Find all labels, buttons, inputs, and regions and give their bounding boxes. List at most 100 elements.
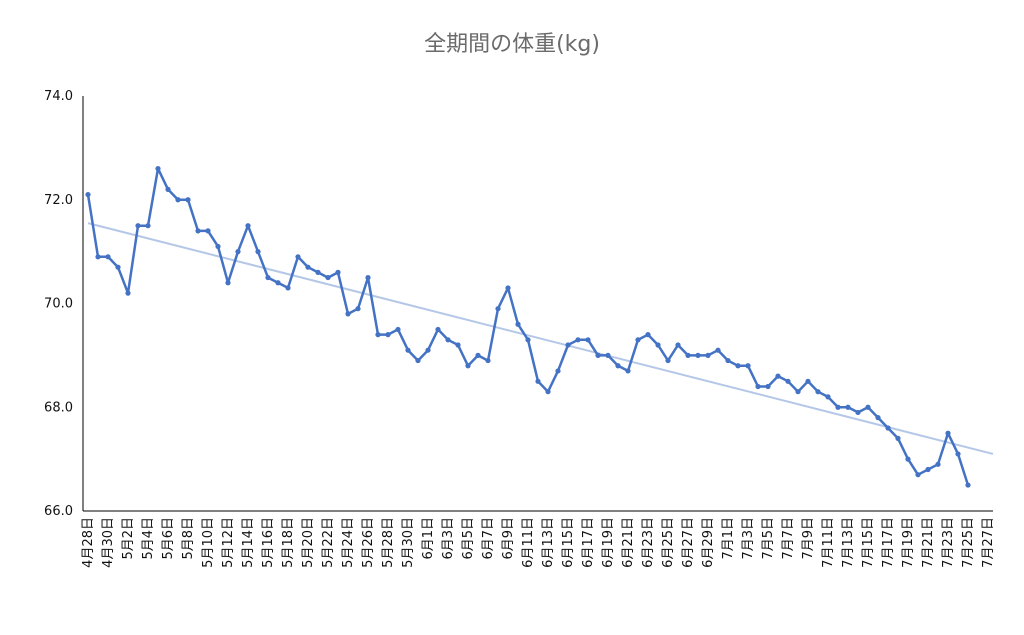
data-point (455, 342, 461, 348)
data-point (315, 269, 321, 275)
y-tick-label: 72.0 (44, 193, 73, 208)
data-point (175, 197, 181, 203)
data-point (415, 357, 421, 364)
x-tick-label: 5月26日 (361, 517, 376, 568)
data-point (895, 435, 901, 441)
x-tick-label: 6月11日 (521, 517, 536, 568)
x-tick-label: 5月20日 (301, 517, 316, 568)
x-tick-label: 5月22日 (321, 517, 336, 568)
x-tick-label: 7月9日 (801, 517, 816, 560)
data-point (385, 332, 391, 338)
x-tick-label: 6月25日 (661, 517, 676, 568)
data-point (585, 337, 591, 343)
data-point (765, 383, 771, 390)
data-point (95, 254, 101, 260)
x-tick-label: 6月27日 (681, 517, 696, 568)
data-point (865, 404, 871, 410)
data-point (405, 347, 411, 353)
data-point (105, 254, 111, 260)
data-point (875, 415, 881, 421)
x-tick-label: 7月7日 (781, 517, 796, 560)
y-tick-label: 74.0 (44, 89, 73, 104)
x-tick-label: 6月21日 (621, 517, 636, 568)
data-point (675, 342, 681, 348)
x-tick-label: 5月28日 (381, 517, 396, 568)
x-tick-label: 4月30日 (101, 517, 116, 568)
y-tick-label: 66.0 (44, 504, 73, 519)
data-point (425, 347, 431, 353)
x-tick-label: 5月8日 (181, 517, 196, 560)
data-point (915, 472, 921, 478)
data-point (815, 389, 821, 395)
data-point (965, 482, 971, 488)
data-point (625, 368, 631, 374)
x-tick-label: 5月16日 (261, 517, 276, 568)
data-point (475, 352, 481, 358)
x-tick-label: 7月13日 (841, 517, 856, 568)
data-point (785, 378, 791, 384)
data-point (345, 311, 351, 317)
data-point (365, 274, 371, 281)
series-line (86, 167, 970, 486)
x-tick-label: 6月19日 (601, 517, 616, 568)
data-point (465, 363, 471, 369)
x-tick-label: 6月5日 (461, 517, 476, 560)
data-point (115, 264, 121, 270)
data-point (615, 363, 621, 369)
data-point (885, 425, 891, 431)
data-point (245, 223, 251, 229)
x-tick-label: 6月9日 (501, 517, 516, 560)
data-point (435, 326, 441, 333)
chart-title: 全期間の体重(kg) (424, 32, 600, 57)
data-point (265, 274, 271, 281)
x-tick-label: 5月12日 (221, 517, 236, 568)
data-point (755, 383, 761, 390)
data-point (535, 378, 541, 384)
data-point (845, 404, 851, 410)
data-point (555, 368, 561, 374)
data-point (145, 223, 151, 229)
x-tick-label: 7月17日 (881, 517, 896, 568)
data-point (545, 389, 551, 395)
data-point (595, 352, 601, 358)
x-tick-label: 7月3日 (741, 517, 756, 560)
data-point (525, 337, 531, 343)
data-point (155, 166, 161, 172)
data-point (295, 254, 301, 260)
data-point (225, 280, 231, 286)
x-tick-label: 6月17日 (581, 517, 596, 568)
data-point (255, 249, 261, 255)
data-point (195, 228, 201, 234)
data-point (935, 461, 941, 467)
data-point (775, 373, 781, 379)
x-tick-label: 5月4日 (141, 517, 156, 560)
data-point (485, 357, 491, 364)
data-point (655, 342, 661, 348)
data-point (495, 306, 501, 312)
x-tick-label: 6月23日 (641, 517, 656, 568)
data-point (805, 378, 811, 384)
x-tick-label: 7月11日 (821, 517, 836, 568)
data-point (905, 456, 911, 462)
data-point (565, 342, 571, 348)
x-tick-label: 7月15日 (861, 517, 876, 568)
data-point (735, 363, 741, 369)
data-point (85, 191, 91, 198)
data-point (635, 337, 641, 343)
x-tick-label: 7月5日 (761, 517, 776, 560)
data-point (275, 280, 281, 286)
data-point (795, 389, 801, 395)
data-point (645, 332, 651, 338)
x-tick-label: 7月19日 (901, 517, 916, 568)
data-point (515, 321, 521, 327)
x-tick-label: 6月15日 (561, 517, 576, 568)
data-point (285, 285, 291, 291)
data-point (745, 363, 751, 369)
x-tick-label: 6月7日 (481, 517, 496, 560)
x-tick-label: 7月27日 (981, 517, 996, 568)
x-tick-label: 7月25日 (961, 517, 976, 568)
data-point (955, 451, 961, 457)
data-point (825, 394, 831, 400)
data-point (205, 228, 211, 234)
